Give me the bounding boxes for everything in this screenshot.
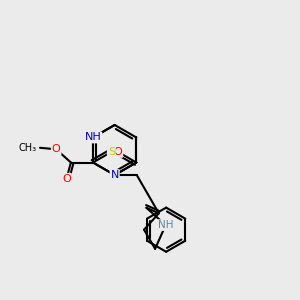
Text: NH: NH (158, 220, 173, 230)
Text: NH: NH (85, 133, 101, 142)
Text: O: O (114, 147, 122, 157)
Text: N: N (110, 170, 119, 180)
Text: O: O (62, 174, 71, 184)
Text: S: S (108, 147, 115, 157)
Text: CH₃: CH₃ (19, 143, 37, 153)
Text: O: O (52, 144, 61, 154)
